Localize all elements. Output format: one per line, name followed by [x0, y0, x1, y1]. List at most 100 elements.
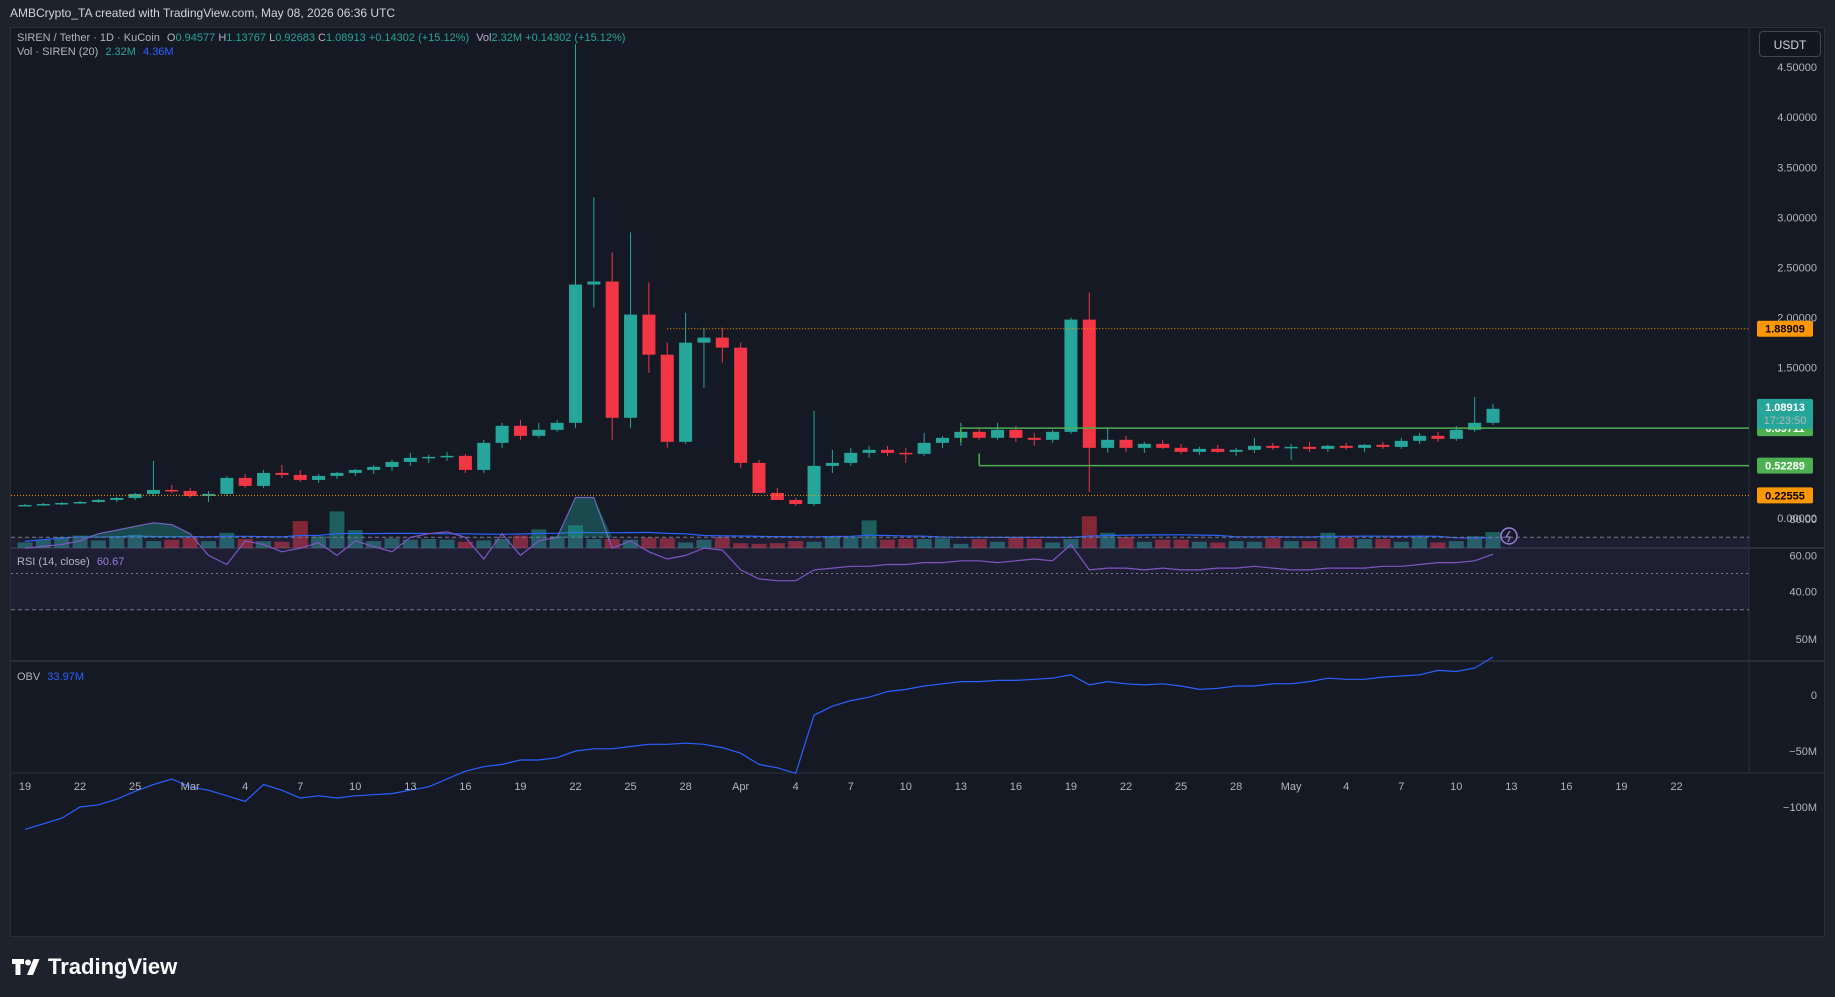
obv-line — [24, 656, 1494, 830]
low-value: 0.92683 — [275, 32, 315, 44]
volume-bar — [843, 536, 859, 548]
volume-bar — [1191, 541, 1207, 548]
candle-body — [146, 489, 160, 494]
candle-body — [1284, 446, 1298, 449]
time-axis-label: 19 — [19, 781, 31, 793]
candle-body — [1376, 444, 1390, 447]
volume-bar — [274, 541, 290, 548]
vol-label: Vol — [476, 32, 492, 44]
price-tag — [1757, 320, 1813, 337]
candle-body — [972, 431, 986, 438]
price-tag-label: 1.88909 — [1765, 324, 1805, 336]
volume-bar — [292, 521, 308, 548]
candle-body — [899, 452, 913, 455]
rsi-overbought-fill — [557, 497, 613, 538]
currency-button[interactable]: USDT — [1759, 31, 1821, 57]
volume-bar — [990, 541, 1006, 548]
price-tick-label: 4.50000 — [1777, 62, 1817, 74]
tradingview-wordmark: TradingView — [48, 954, 178, 979]
candle-body — [91, 499, 105, 502]
candle-body — [1303, 446, 1316, 449]
time-axis-label: 4 — [793, 781, 799, 793]
open-value: 0.94577 — [175, 32, 216, 44]
tradingview-logo-icon — [12, 959, 40, 975]
candle-body — [18, 504, 32, 507]
chart-frame[interactable]: 4.50000 4.00000 3.50000 3.00000 2.50000 2.000… — [10, 27, 1825, 937]
volume-bar — [733, 543, 749, 548]
price-tag-label: 0.52289 — [1765, 461, 1805, 473]
volume-bar — [568, 525, 583, 548]
time-axis-label: 16 — [459, 781, 471, 793]
candle-body — [642, 314, 656, 355]
volume-bar — [402, 539, 418, 548]
replay-icon[interactable] — [1500, 527, 1518, 545]
candle-body — [1064, 319, 1078, 432]
high-label: H — [218, 32, 227, 44]
volume-bar — [1265, 538, 1281, 548]
candle-body — [495, 425, 509, 443]
replay-icon-bolt — [1504, 530, 1511, 543]
time-axis-label: Apr — [732, 781, 749, 793]
candle-body — [624, 314, 638, 418]
candle-body — [532, 429, 546, 436]
candle-body — [513, 425, 527, 436]
time-axis-label: 4 — [1343, 781, 1349, 793]
candle-body — [257, 472, 271, 486]
vol-ma-value-2: 4.36M — [143, 46, 174, 58]
volume-bar — [659, 538, 675, 548]
high-value: 1.13767 — [226, 32, 267, 44]
countdown-label: 17:23:50 — [1764, 415, 1807, 427]
volume-bar — [1081, 516, 1097, 548]
volume-bar — [72, 535, 88, 548]
volume-bar — [1118, 536, 1134, 548]
volume-ma-line — [24, 531, 1494, 542]
volume-bar — [54, 536, 70, 548]
price-tag — [1757, 487, 1813, 504]
candle-body — [202, 493, 215, 496]
time-axis-label: 13 — [1505, 781, 1517, 793]
volume-bar — [421, 539, 437, 548]
price-tick-label: 4.00000 — [1777, 112, 1817, 124]
volume-bar — [769, 543, 785, 548]
candle-body — [991, 429, 1005, 438]
volume-bar — [1045, 542, 1061, 548]
volume-bar — [623, 539, 639, 548]
volume-bar — [714, 536, 730, 548]
candle-body — [1009, 429, 1023, 438]
candle-body — [825, 462, 839, 466]
time-axis-label: 4 — [242, 781, 248, 793]
time-axis-label: 7 — [848, 781, 854, 793]
open-label: O — [166, 32, 176, 44]
volume-bar — [1100, 532, 1116, 548]
candle-body — [807, 465, 821, 504]
candle-body — [293, 474, 307, 480]
rsi-tick-label: 60.00 — [1789, 550, 1817, 562]
time-axis-label: 25 — [1175, 781, 1187, 793]
candle-body — [1082, 319, 1096, 448]
chart-canvas[interactable]: 4.500004.000003.500003.000002.500002.000… — [11, 28, 1824, 936]
volume-bar — [90, 540, 106, 548]
candle-body — [275, 472, 289, 475]
obv-label: OBV — [17, 671, 41, 683]
change-value: +0.14302 (+15.12%) — [368, 32, 470, 44]
obv-tick-label: 50M — [1796, 634, 1817, 646]
candle-body — [1211, 448, 1225, 452]
footer — [0, 937, 1835, 997]
volume-bar — [1393, 541, 1409, 548]
time-axis-label: 13 — [955, 781, 967, 793]
volume-bar — [916, 539, 932, 548]
volume-bar — [1467, 536, 1483, 548]
rsi-value: 60.67 — [96, 556, 125, 568]
obv-legend: OBV 33.97M — [17, 671, 84, 683]
volume-bar — [1210, 542, 1226, 548]
candle-body — [1156, 443, 1170, 448]
rsi-overbought-fill — [80, 522, 191, 538]
candle-body — [605, 281, 619, 418]
time-axis-label: 22 — [74, 781, 86, 793]
candle-body — [880, 449, 894, 453]
price-tick-label: 3.50000 — [1777, 162, 1817, 174]
time-axis-label: 25 — [129, 781, 141, 793]
volume-bar — [953, 543, 969, 548]
tradingview-logo[interactable]: TradingView — [12, 954, 177, 980]
volume-bar — [1026, 539, 1042, 548]
